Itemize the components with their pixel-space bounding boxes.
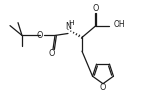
Text: O: O — [37, 31, 43, 40]
Text: O: O — [93, 4, 99, 13]
Text: H: H — [68, 20, 74, 26]
Text: O: O — [100, 83, 106, 92]
Text: N: N — [65, 22, 71, 31]
Text: O: O — [49, 49, 55, 58]
Text: OH: OH — [114, 20, 126, 29]
